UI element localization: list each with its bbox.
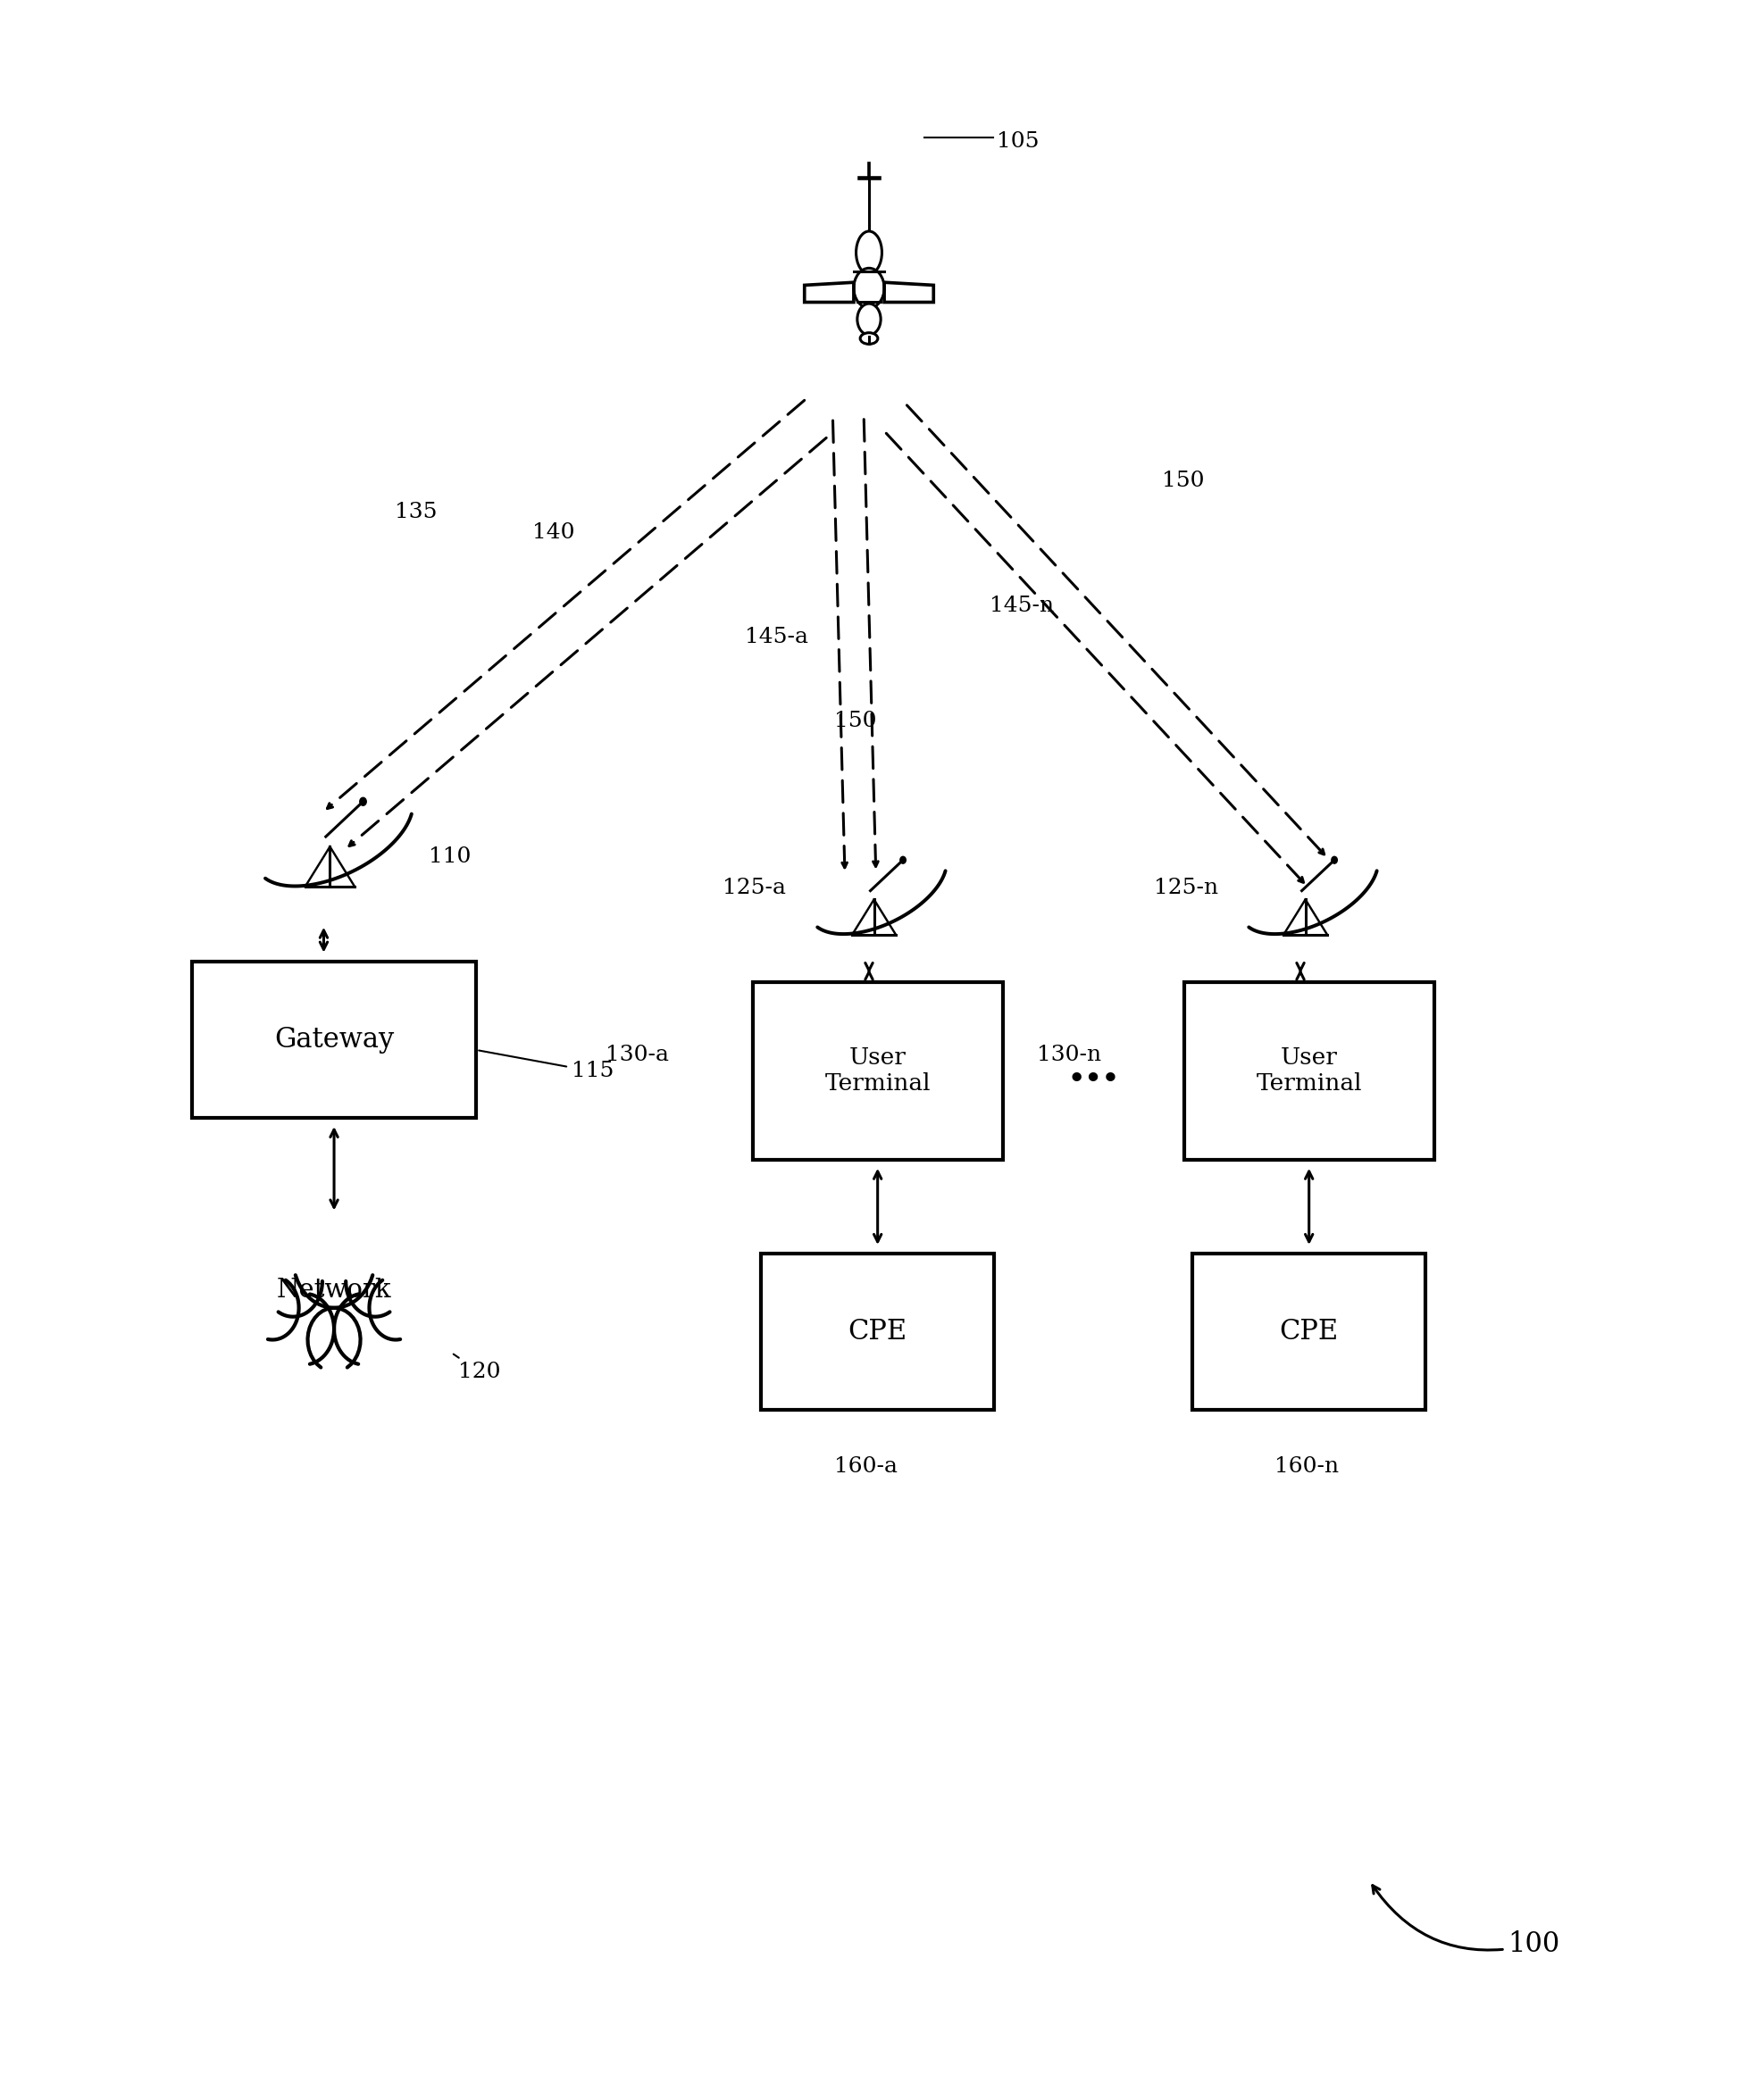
Text: 145-a: 145-a xyxy=(746,626,808,647)
Text: ...: ... xyxy=(1067,1042,1119,1092)
Text: Network: Network xyxy=(276,1277,391,1302)
Text: CPE: CPE xyxy=(848,1319,907,1346)
Text: 145-n: 145-n xyxy=(991,596,1055,615)
Text: Gateway: Gateway xyxy=(275,1025,395,1054)
Text: 160-a: 160-a xyxy=(834,1457,899,1476)
Text: 130-a: 130-a xyxy=(607,1044,669,1065)
Text: 100: 100 xyxy=(1373,1886,1559,1957)
Text: CPE: CPE xyxy=(1279,1319,1338,1346)
Text: 150: 150 xyxy=(834,710,878,731)
FancyBboxPatch shape xyxy=(1184,983,1434,1159)
Text: User
Terminal: User Terminal xyxy=(1257,1046,1363,1094)
Text: 140: 140 xyxy=(532,523,575,544)
Ellipse shape xyxy=(853,269,885,309)
Circle shape xyxy=(360,798,367,806)
Text: 125-n: 125-n xyxy=(1154,878,1218,899)
FancyBboxPatch shape xyxy=(753,983,1003,1159)
FancyBboxPatch shape xyxy=(761,1254,994,1409)
Text: User
Terminal: User Terminal xyxy=(826,1046,930,1094)
Text: 105: 105 xyxy=(996,132,1039,151)
Text: 125-a: 125-a xyxy=(723,878,786,899)
FancyBboxPatch shape xyxy=(191,962,476,1117)
Text: 150: 150 xyxy=(1163,470,1204,491)
Text: 130-n: 130-n xyxy=(1038,1044,1102,1065)
FancyBboxPatch shape xyxy=(1192,1254,1425,1409)
Text: 160-n: 160-n xyxy=(1274,1457,1338,1476)
Ellipse shape xyxy=(857,304,881,334)
Text: 120: 120 xyxy=(454,1354,501,1382)
Ellipse shape xyxy=(857,231,881,273)
Text: 135: 135 xyxy=(395,502,436,523)
Text: 110: 110 xyxy=(429,846,471,867)
Ellipse shape xyxy=(860,332,878,344)
Polygon shape xyxy=(268,1275,400,1367)
Text: 115: 115 xyxy=(480,1050,614,1082)
Circle shape xyxy=(1331,857,1337,863)
Circle shape xyxy=(900,857,905,863)
